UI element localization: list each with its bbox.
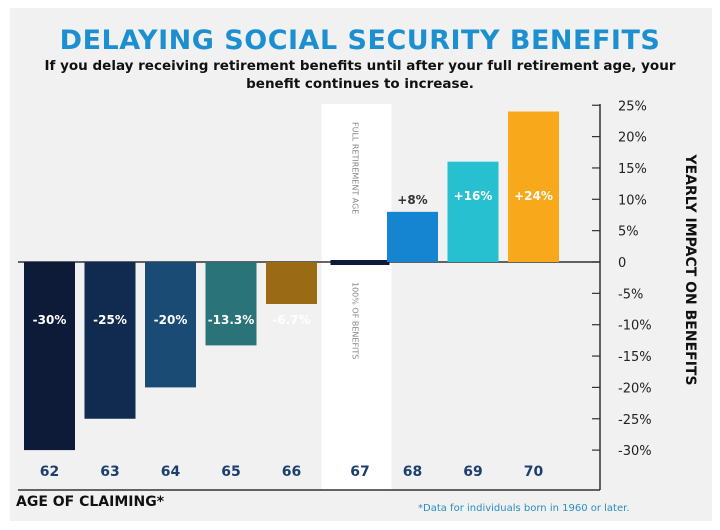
data-label: -6.7% <box>272 313 310 327</box>
x-tick-label: 70 <box>524 464 544 480</box>
y-tick-label: 25% <box>618 99 647 114</box>
bar-68 <box>387 211 438 262</box>
y-tick-label: -25% <box>618 413 652 428</box>
x-axis-label: AGE OF CLAIMING* <box>16 494 165 510</box>
x-tick-label: 69 <box>463 464 482 480</box>
bar-66 <box>266 262 317 305</box>
y-tick-label: -10% <box>618 319 652 334</box>
x-tick-label: 64 <box>161 464 181 480</box>
footnote: *Data for individuals born in 1960 or la… <box>418 503 630 514</box>
y-tick-label: -5% <box>618 287 643 302</box>
y-tick-label: -15% <box>618 350 652 365</box>
full-retirement-band <box>321 104 392 490</box>
data-label: +24% <box>514 189 553 203</box>
bar-64 <box>145 262 196 388</box>
data-label: -25% <box>93 313 127 327</box>
y-tick-label: -30% <box>618 444 652 459</box>
bar-67 <box>330 260 390 265</box>
x-tick-label: 66 <box>282 464 301 480</box>
chart-title: DELAYING SOCIAL SECURITY BENEFITS <box>59 25 661 56</box>
y-tick-label: 10% <box>618 193 647 208</box>
y-tick-label: -20% <box>618 381 652 396</box>
data-label: +8% <box>397 193 427 207</box>
x-tick-label: 62 <box>40 464 59 480</box>
data-label: -20% <box>154 313 188 327</box>
bar-62 <box>24 262 75 451</box>
chart-subtitle: If you delay receiving retirement benefi… <box>44 58 676 92</box>
band-label-bottom: 100% OF BENEFITS <box>351 282 360 359</box>
data-label: -30% <box>33 313 67 327</box>
y-axis-label: YEARLY IMPACT ON BENEFITS <box>682 154 698 386</box>
bar-69 <box>447 161 499 262</box>
x-tick-label: 68 <box>403 464 422 480</box>
y-tick-label: 0 <box>618 256 626 271</box>
x-tick-label: 67 <box>350 464 369 480</box>
bar-63 <box>84 262 136 419</box>
data-label: -13.3% <box>208 313 255 327</box>
y-tick-label: 15% <box>618 162 647 177</box>
bar-65 <box>205 262 257 346</box>
band-label-top: FULL RETIREMENT AGE <box>351 122 360 214</box>
y-tick-label: 20% <box>618 131 647 146</box>
x-tick-label: 63 <box>100 464 119 480</box>
data-label: +16% <box>454 189 493 203</box>
bar-70 <box>508 111 559 263</box>
x-tick-label: 65 <box>221 464 240 480</box>
y-tick-label: 5% <box>618 225 639 240</box>
